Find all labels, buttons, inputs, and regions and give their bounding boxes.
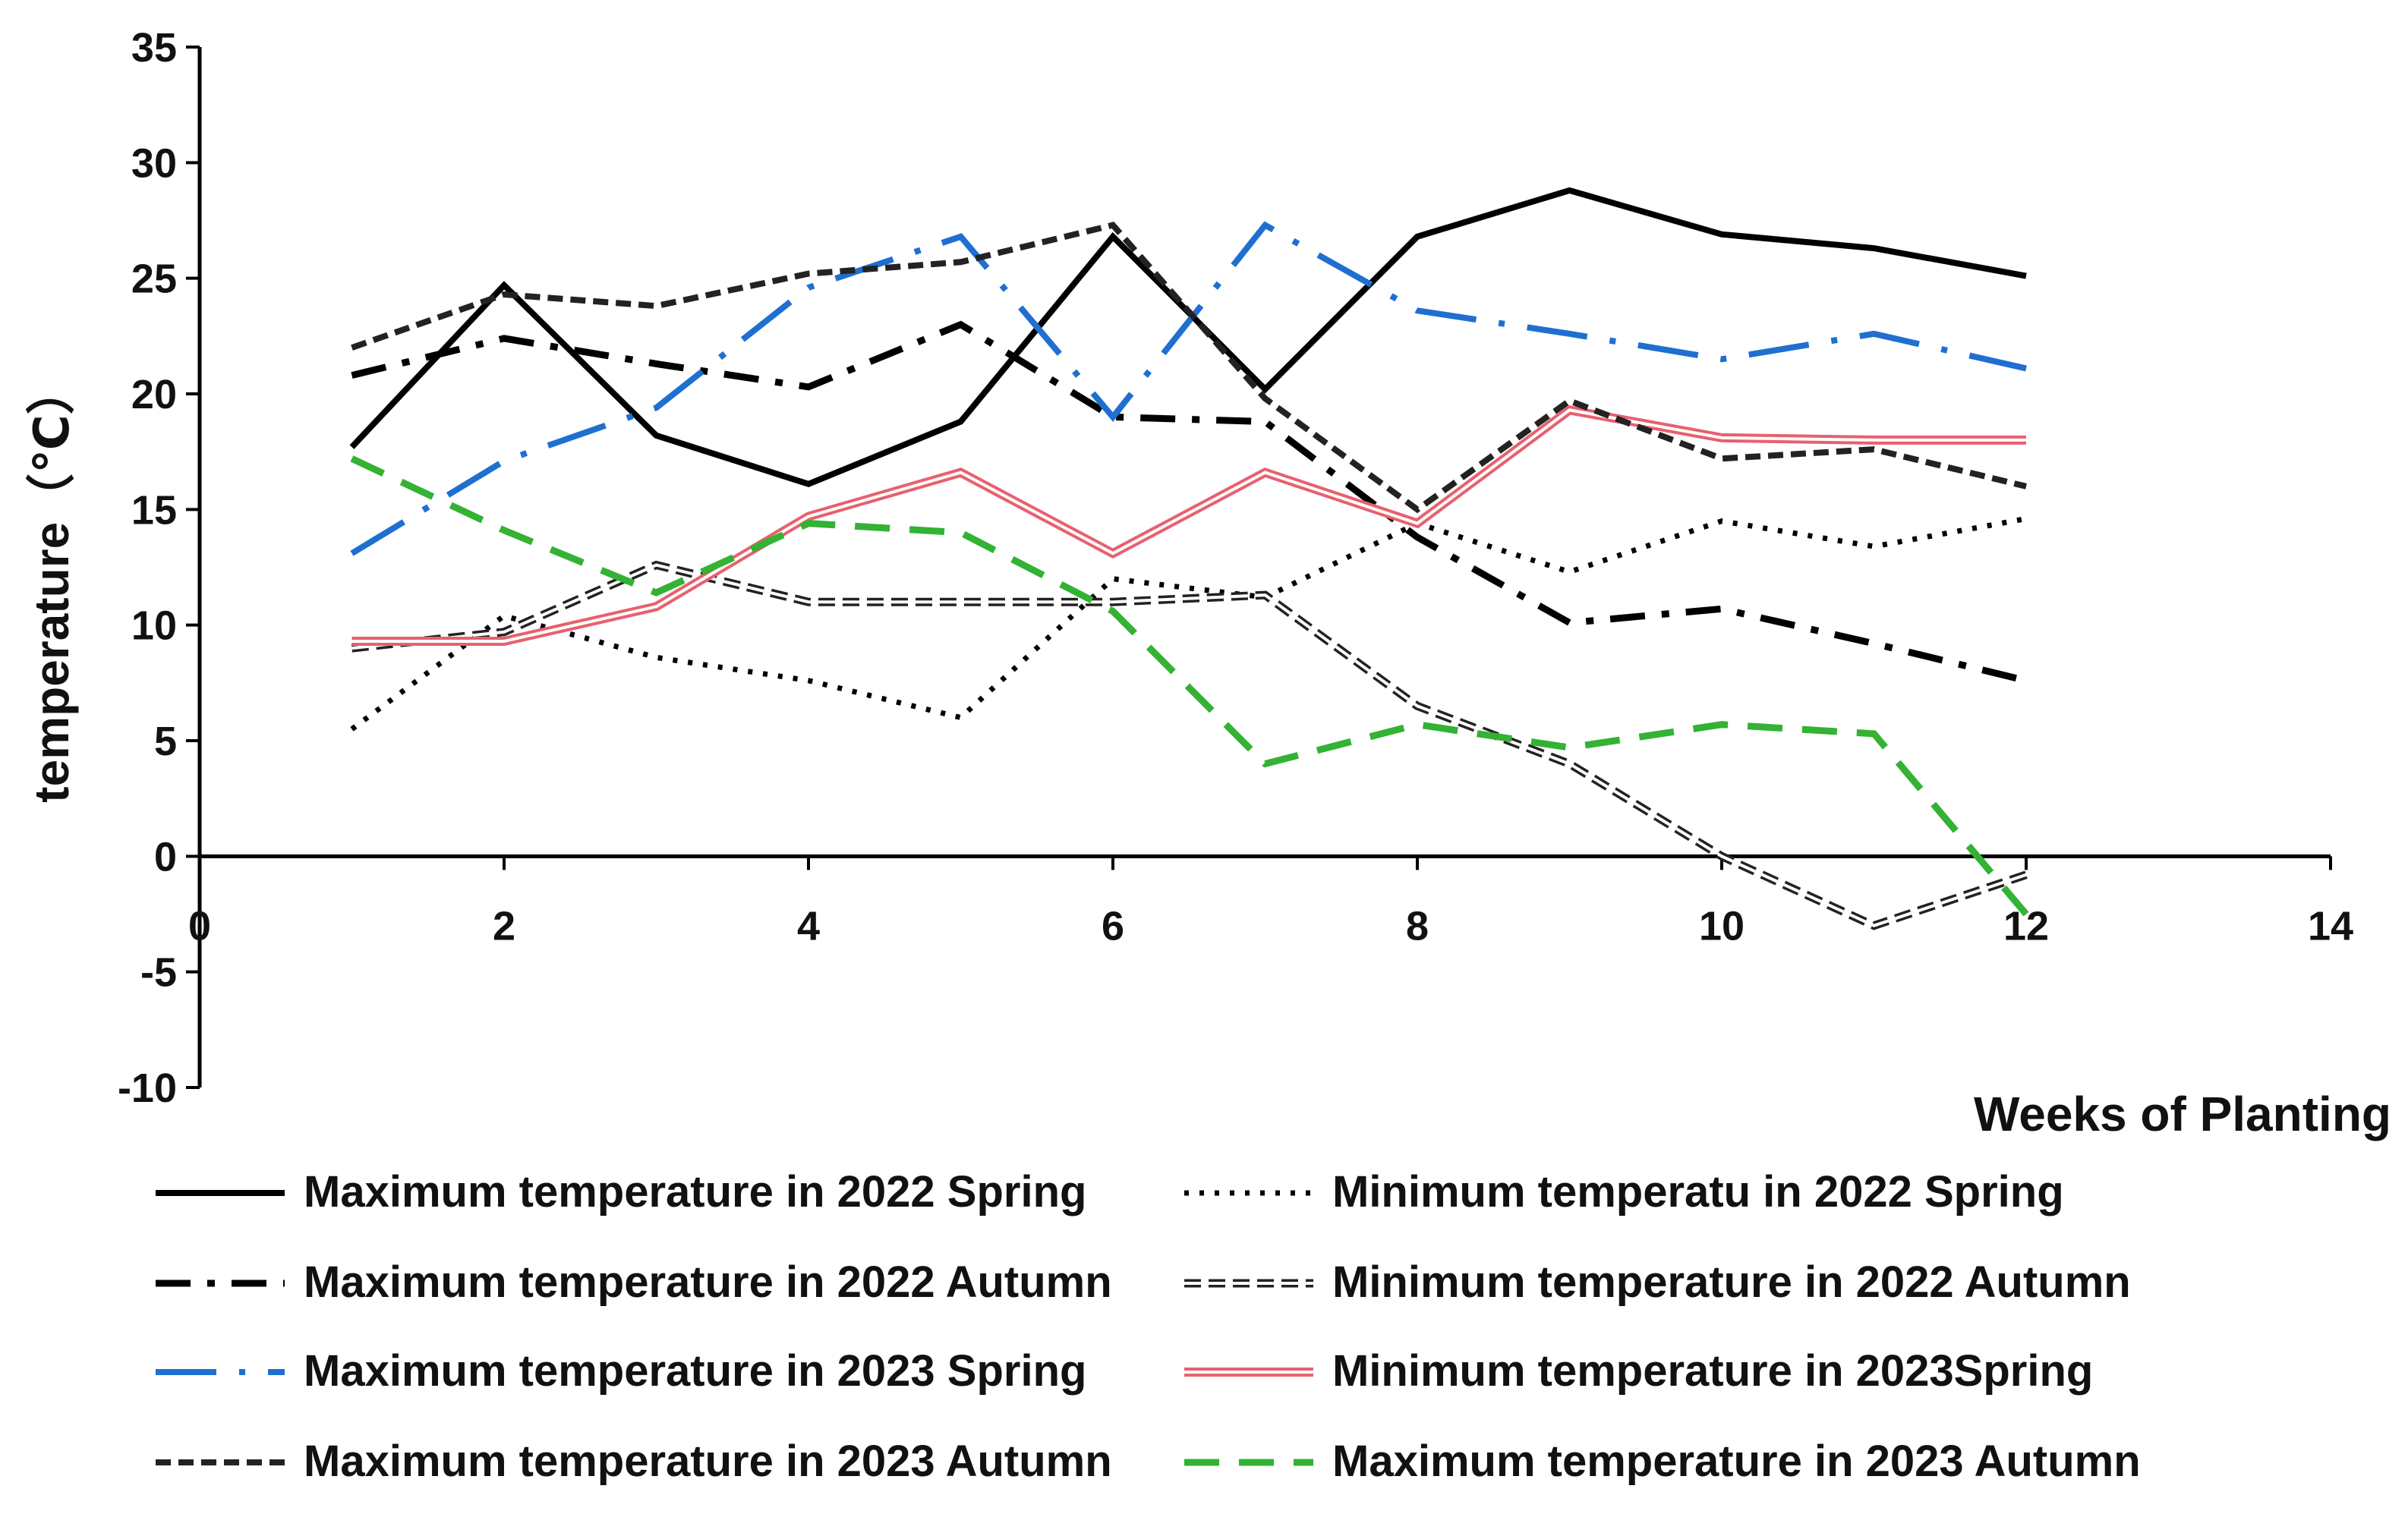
legend-label: Maximum temperature in 2023 Autumn (304, 1437, 1112, 1486)
y-tick-label: 0 (154, 834, 177, 880)
legend-item: Maximum temperature in 2023 Spring (156, 1346, 1086, 1396)
legend-label: Minimum temperature in 2023Spring (1332, 1346, 2093, 1396)
x-tick-label: 0 (188, 903, 211, 949)
legend-label: Minimum temperature in 2022 Autumn (1332, 1257, 2131, 1307)
series-line-inner (351, 563, 2027, 927)
series-2 (350, 516, 2027, 732)
series-line (350, 516, 2027, 732)
y-tick-label: 35 (131, 25, 177, 71)
y-tick-label: -5 (140, 950, 177, 996)
series-line (350, 221, 2027, 556)
x-tick-label: 4 (797, 903, 820, 949)
y-tick-label: 10 (131, 603, 177, 649)
series-line (351, 222, 2027, 514)
y-tick-label: -10 (118, 1065, 177, 1111)
y-tick-label: 20 (131, 372, 177, 417)
x-tick-label: 2 (493, 903, 515, 949)
x-tick-label: 6 (1102, 903, 1124, 949)
series-line (350, 455, 2029, 917)
x-tick-label: 8 (1406, 903, 1429, 949)
series-7 (351, 222, 2027, 514)
legend-label: Maximum temperature in 2022 Autumn (304, 1257, 1112, 1307)
legend-label: Maximum temperature in 2023 Autumn (1332, 1437, 2141, 1486)
legend: Maximum temperature in 2022 Spring Maximu… (156, 1167, 2141, 1486)
legend-item: Maximum temperature in 2023 Autumn (1184, 1437, 2141, 1486)
x-tick-label: 10 (1699, 903, 1745, 949)
legend-label: Maximum temperature in 2023 Spring (304, 1346, 1086, 1396)
y-tick-label: 25 (131, 257, 177, 302)
series-6 (351, 404, 2026, 646)
legend-item: Minimum temperature in 2023Spring (1184, 1346, 2093, 1396)
x-axis-title: Weeks of Planting (1974, 1087, 2391, 1141)
y-tick-label: 15 (131, 487, 177, 533)
legend-item: Maximum temperature in 2022 Spring (156, 1167, 1086, 1217)
series-4 (351, 560, 2028, 930)
x-tick-label: 14 (2308, 903, 2353, 949)
series-line-inner (351, 408, 2026, 643)
y-tick-label: 5 (154, 719, 177, 764)
series-5 (350, 221, 2027, 556)
y-tick-label: 30 (131, 140, 177, 186)
y-axis-title: temperature（℃） (24, 366, 79, 802)
series-line (351, 320, 2028, 685)
legend-item: Minimum temperatu in 2022 Spring (1184, 1167, 2064, 1217)
legend-item: Maximum temperature in 2022 Autumn (156, 1257, 1112, 1307)
legend-item: Minimum temperature in 2022 Autumn (1184, 1257, 2131, 1307)
legend-label: Maximum temperature in 2022 Spring (304, 1167, 1086, 1217)
legend-label: Minimum temperatu in 2022 Spring (1332, 1167, 2064, 1217)
series-layer (349, 187, 2029, 930)
series-8 (350, 455, 2029, 917)
series-line-outer (351, 404, 2026, 646)
series-3 (351, 320, 2028, 685)
legend-item: Maximum temperature in 2023 Autumn (156, 1437, 1112, 1486)
